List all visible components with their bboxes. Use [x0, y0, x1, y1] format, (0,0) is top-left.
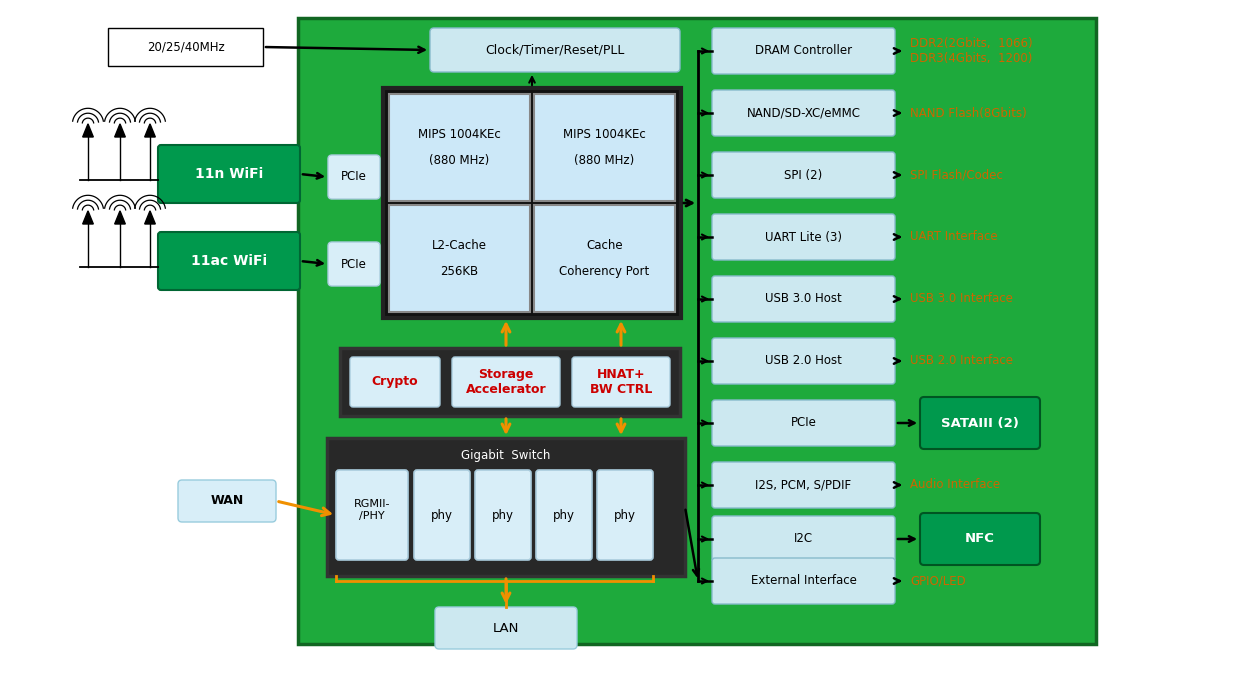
Text: 20/25/40MHz: 20/25/40MHz — [147, 41, 224, 54]
Text: SATAIII (2): SATAIII (2) — [941, 416, 1018, 429]
FancyBboxPatch shape — [711, 90, 895, 136]
Text: phy: phy — [614, 508, 636, 521]
Bar — [383, 88, 681, 318]
Text: (880 MHz): (880 MHz) — [575, 154, 635, 167]
Text: 11ac WiFi: 11ac WiFi — [191, 254, 268, 268]
FancyBboxPatch shape — [711, 400, 895, 446]
FancyBboxPatch shape — [711, 28, 895, 74]
Polygon shape — [144, 211, 155, 224]
Text: NAND Flash(8Gbits): NAND Flash(8Gbits) — [910, 106, 1027, 119]
FancyBboxPatch shape — [597, 470, 653, 560]
FancyBboxPatch shape — [711, 462, 895, 508]
Text: UART Lite (3): UART Lite (3) — [764, 231, 842, 243]
Text: 256KB: 256KB — [440, 265, 478, 278]
FancyBboxPatch shape — [711, 516, 895, 562]
FancyBboxPatch shape — [337, 470, 408, 560]
FancyBboxPatch shape — [328, 242, 380, 286]
Text: Clock/Timer/Reset/PLL: Clock/Timer/Reset/PLL — [486, 43, 625, 56]
FancyBboxPatch shape — [475, 470, 531, 560]
FancyBboxPatch shape — [453, 357, 560, 407]
Text: DRAM Controller: DRAM Controller — [755, 45, 852, 58]
FancyBboxPatch shape — [711, 214, 895, 260]
FancyBboxPatch shape — [350, 357, 440, 407]
Bar — [340, 348, 681, 416]
Bar — [298, 18, 1096, 644]
Text: phy: phy — [492, 508, 514, 521]
Text: (880 MHz): (880 MHz) — [429, 154, 490, 167]
Text: Gigabit  Switch: Gigabit Switch — [461, 450, 551, 462]
Text: SPI Flash/Codec: SPI Flash/Codec — [910, 169, 1002, 182]
Text: Cache: Cache — [586, 239, 623, 252]
Text: USB 3.0 Host: USB 3.0 Host — [766, 292, 842, 306]
Polygon shape — [83, 124, 94, 137]
Text: LAN: LAN — [493, 622, 519, 635]
Text: USB 2.0 Interface: USB 2.0 Interface — [910, 355, 1014, 367]
Text: phy: phy — [432, 508, 453, 521]
FancyBboxPatch shape — [158, 145, 300, 203]
FancyBboxPatch shape — [572, 357, 670, 407]
Text: Storage
Accelerator: Storage Accelerator — [466, 368, 546, 396]
Text: GPIO/LED: GPIO/LED — [910, 574, 965, 588]
Text: USB 2.0 Host: USB 2.0 Host — [764, 355, 842, 367]
FancyBboxPatch shape — [328, 155, 380, 199]
Bar — [327, 438, 686, 576]
Polygon shape — [144, 124, 155, 137]
Bar — [534, 205, 674, 312]
Text: External Interface: External Interface — [751, 574, 857, 588]
Text: L2-Cache: L2-Cache — [432, 239, 487, 252]
Text: SPI (2): SPI (2) — [784, 169, 822, 182]
Text: MIPS 1004KEc: MIPS 1004KEc — [563, 128, 646, 141]
FancyBboxPatch shape — [711, 152, 895, 198]
Text: Crypto: Crypto — [371, 376, 418, 388]
Text: 11n WiFi: 11n WiFi — [195, 167, 263, 181]
FancyBboxPatch shape — [920, 513, 1039, 565]
Text: phy: phy — [552, 508, 575, 521]
Text: I2S, PCM, S/PDIF: I2S, PCM, S/PDIF — [756, 479, 852, 492]
FancyBboxPatch shape — [435, 607, 577, 649]
Polygon shape — [115, 124, 126, 137]
FancyBboxPatch shape — [711, 338, 895, 384]
Text: RGMII-
/PHY: RGMII- /PHY — [354, 499, 391, 521]
Text: MIPS 1004KEc: MIPS 1004KEc — [418, 128, 501, 141]
FancyBboxPatch shape — [711, 558, 895, 604]
Text: UART Interface: UART Interface — [910, 231, 997, 243]
FancyBboxPatch shape — [920, 397, 1039, 449]
FancyBboxPatch shape — [430, 28, 681, 72]
Text: WAN: WAN — [211, 494, 244, 508]
Text: HNAT+
BW CTRL: HNAT+ BW CTRL — [589, 368, 652, 396]
Bar — [388, 205, 530, 312]
Polygon shape — [115, 211, 126, 224]
Bar — [388, 94, 530, 201]
Bar — [534, 94, 674, 201]
Text: PCIe: PCIe — [342, 170, 367, 184]
Text: PCIe: PCIe — [790, 416, 816, 429]
FancyBboxPatch shape — [711, 276, 895, 322]
FancyBboxPatch shape — [536, 470, 592, 560]
Text: NFC: NFC — [965, 532, 995, 546]
Text: USB 3.0 Interface: USB 3.0 Interface — [910, 292, 1012, 306]
Text: NAND/SD-XC/eMMC: NAND/SD-XC/eMMC — [746, 106, 861, 119]
Text: Coherency Port: Coherency Port — [560, 265, 650, 278]
Polygon shape — [83, 211, 94, 224]
FancyBboxPatch shape — [178, 480, 276, 522]
Bar — [109, 28, 263, 66]
Text: I2C: I2C — [794, 532, 813, 546]
Text: PCIe: PCIe — [342, 258, 367, 271]
Text: Audio Interface: Audio Interface — [910, 479, 1000, 492]
FancyBboxPatch shape — [414, 470, 470, 560]
FancyBboxPatch shape — [158, 232, 300, 290]
Text: DDR2(2Gbits,  1066)
DDR3(4Gbits,  1200): DDR2(2Gbits, 1066) DDR3(4Gbits, 1200) — [910, 37, 1032, 65]
